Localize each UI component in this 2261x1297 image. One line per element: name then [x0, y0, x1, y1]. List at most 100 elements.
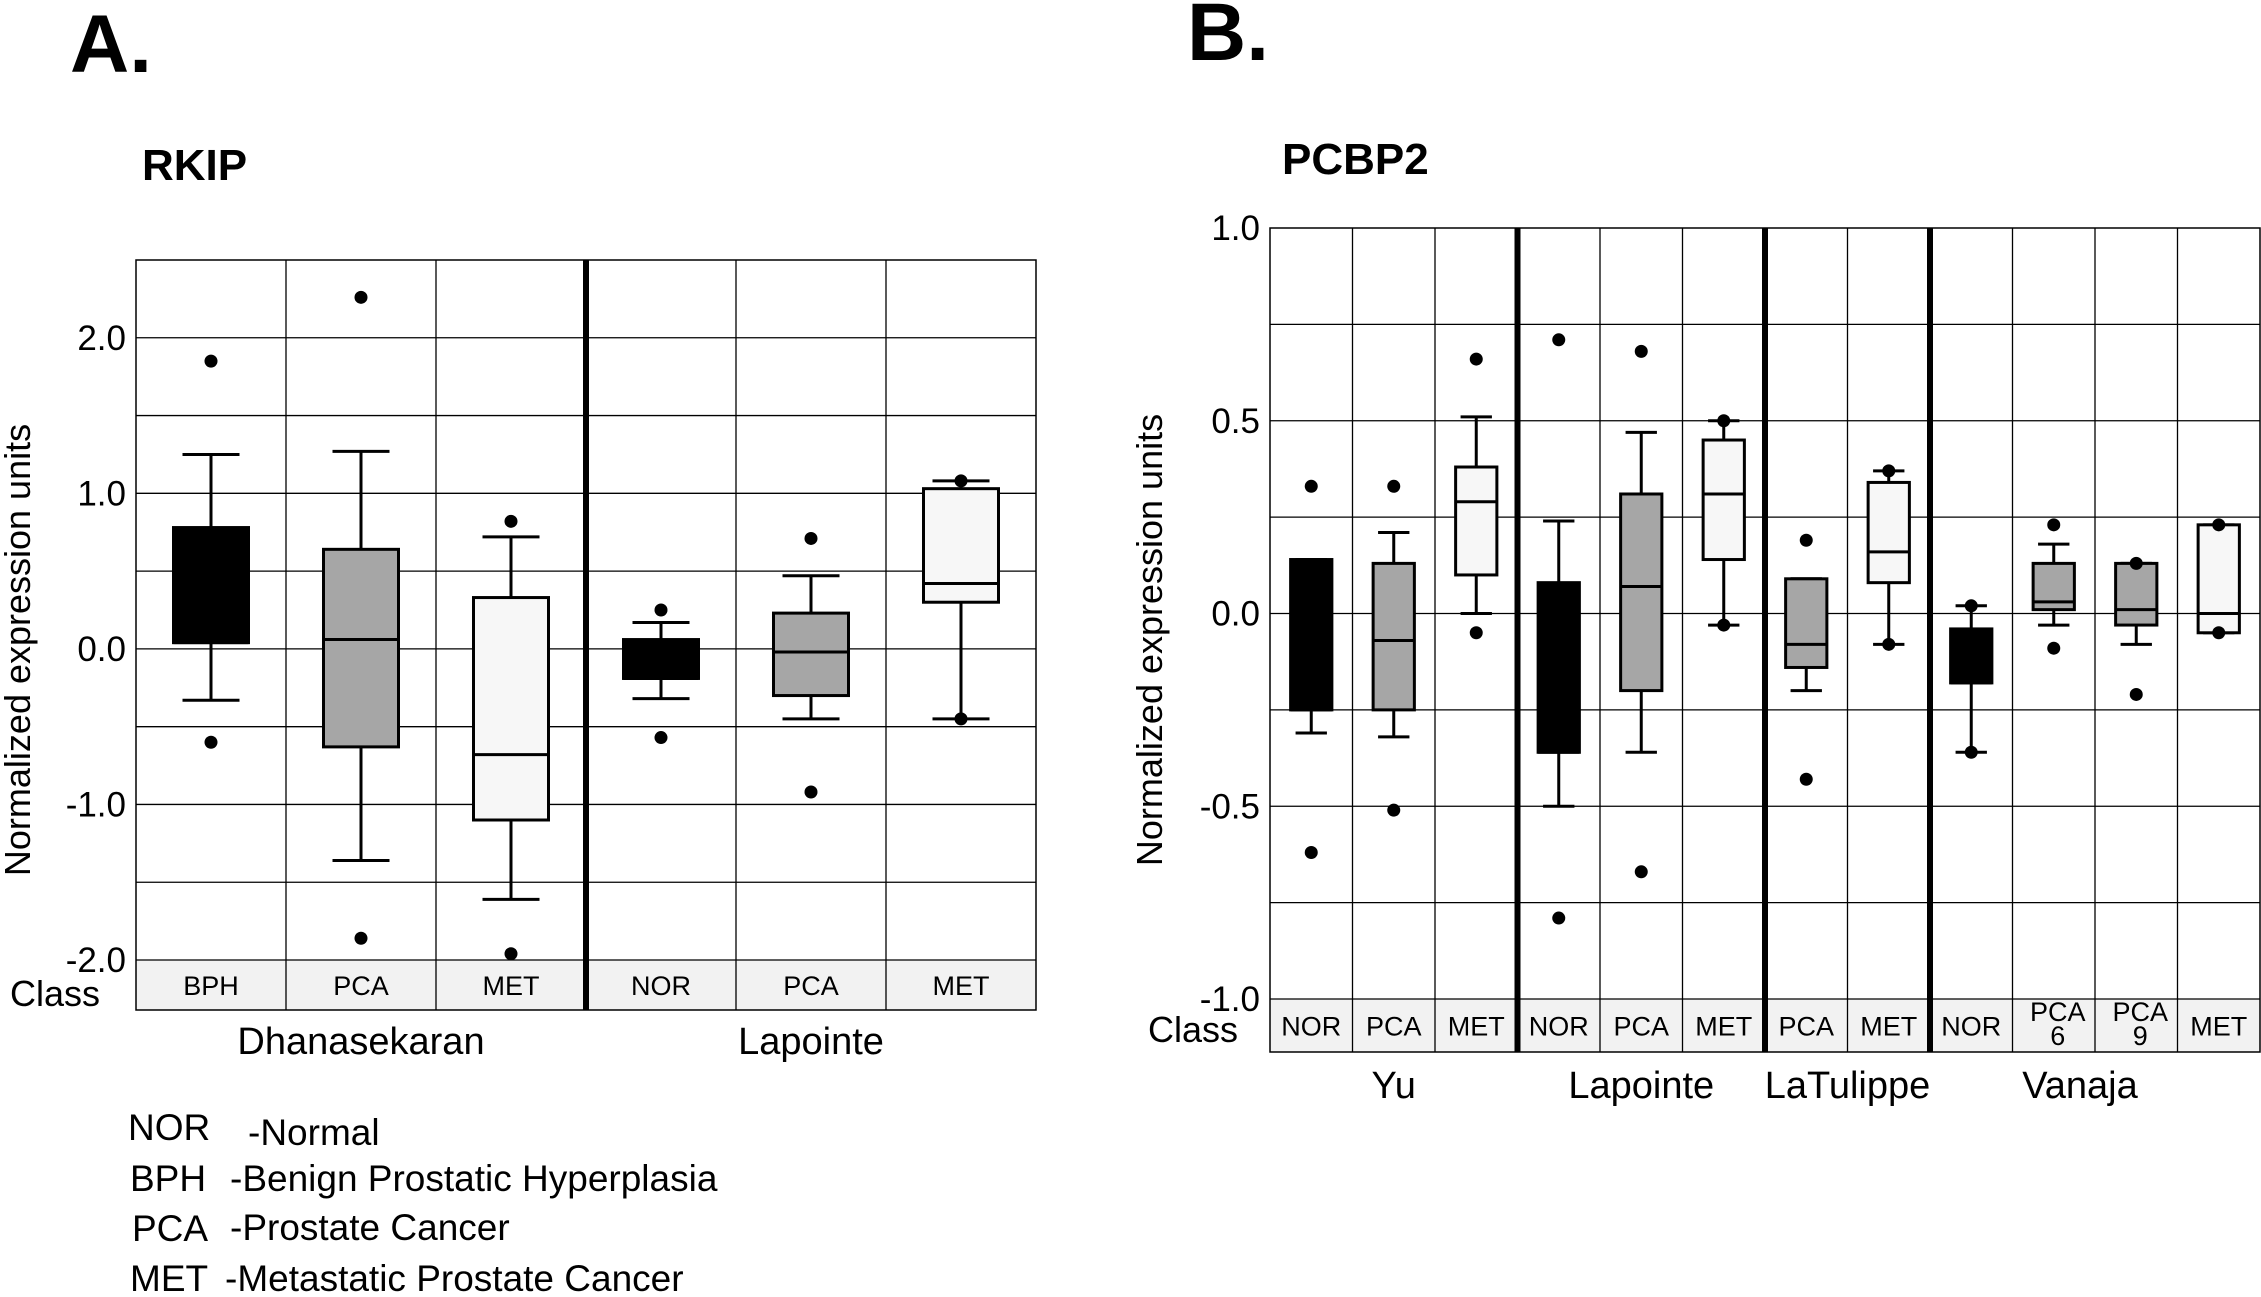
legend: NOR -Normal BPH -Benign Prostatic Hyperp… — [128, 1107, 718, 1297]
legend-desc-nor: -Normal — [248, 1112, 380, 1153]
panel-b-lapointe-nor-box — [1536, 581, 1581, 754]
panel-b-yu-met-outlier-point — [1469, 352, 1483, 366]
panel-b-yu-met-box — [1454, 465, 1499, 577]
panel-a-lapointe-met-category-label: MET — [933, 971, 990, 1001]
panel-b-yu-pca-outlier-point — [1387, 803, 1401, 817]
panel-b-yu-nor-outlier-point — [1304, 846, 1318, 860]
panel-a-dhanasekaran-bph-outlier-point — [204, 735, 218, 749]
panel-b-latulippe-met-category-label: MET — [1860, 1012, 1917, 1042]
panel-b-vanaja-nor-box — [1949, 627, 1994, 685]
panel-b-yu-pca-box — [1371, 561, 1416, 712]
panel-b-lapointe-pca-outlier-point — [1634, 865, 1648, 879]
panel-b-yu-nor-outlier-point — [1304, 479, 1318, 493]
panel-a-dhanasekaran-pca-box — [322, 547, 400, 749]
panel-a-y-tick-label: -1.0 — [66, 785, 126, 824]
panel-b-y-axis-label: Normalized expression units — [1129, 414, 1170, 866]
panel-b-lapointe-met-box — [1701, 438, 1746, 562]
panel-b-vanaja-pca6-outlier-point — [2047, 518, 2061, 532]
panel-a-lapointe-nor-outlier-point — [654, 731, 668, 745]
panel-a-letter: A. — [70, 0, 152, 90]
legend-abbr-pca: PCA — [132, 1208, 208, 1249]
panel-b-yu-met-outlier-point — [1469, 626, 1483, 640]
panel-b-group-label-lapointe: Lapointe — [1568, 1065, 1714, 1107]
panel-b-yu-met-category-label: MET — [1448, 1012, 1505, 1042]
panel-b-lapointe-met-outlier-point — [1717, 618, 1731, 632]
panel-b-frame — [1269, 227, 2261, 1053]
panel-a-lapointe-pca-category-label: PCA — [783, 971, 839, 1001]
panel-a-lapointe-met-outlier-point — [954, 474, 968, 488]
legend-abbr-bph: BPH — [130, 1158, 206, 1199]
panel-a: A. RKIP Normalized expression units Clas… — [0, 0, 1037, 1063]
panel-a-y-tick-label: -2.0 — [66, 941, 126, 980]
panel-b-y-tick-label: -0.5 — [1200, 787, 1260, 826]
panel-b-chart: 1.0 0.5 0.0 -0.5 -1.0 NOR PCA MET NOR PCA MET PCA ME… — [1200, 209, 2261, 1107]
panel-a-y-axis-label: Normalized expression units — [0, 424, 38, 876]
panel-b-lapointe-met-outlier-point — [1717, 414, 1731, 428]
panel-b-letter: B. — [1187, 0, 1269, 78]
panel-a-group-label-lapointe: Lapointe — [738, 1021, 884, 1063]
legend-abbr-nor: NOR — [128, 1107, 210, 1148]
panel-b-y-tick-label: 1.0 — [1211, 209, 1260, 248]
panel-a-lapointe-pca-box — [772, 611, 850, 698]
panel-a-dhanasekaran-pca-category-label: PCA — [333, 971, 389, 1001]
panel-b-vanaja-met-box — [2196, 523, 2241, 635]
panel-b-vanaja-pca6-outlier-point — [2047, 641, 2061, 655]
panel-a-lapointe-pca-outlier-point — [804, 785, 818, 799]
panel-a-lapointe-pca-outlier-point — [804, 531, 818, 545]
panel-b-lapointe-nor-outlier-point — [1552, 911, 1566, 925]
panel-a-dhanasekaran-met-outlier-point — [504, 947, 518, 961]
panel-a-lapointe-nor-box — [622, 638, 700, 680]
panel-b-group-label-vanaja: Vanaja — [2022, 1065, 2138, 1107]
panel-a-dhanasekaran-pca-outlier-point — [354, 290, 368, 304]
panel-b-vanaja-pca9-category-label: PCA — [2112, 997, 2168, 1027]
panel-a-dhanasekaran-bph-category-label: BPH — [183, 971, 239, 1001]
panel-b-vanaja-met-category-label: MET — [2190, 1012, 2247, 1042]
panel-a-chart: 2.0 1.0 0.0 -1.0 -2.0 BPH PCA MET NOR PCA MET Dhana… — [66, 259, 1037, 1063]
panel-b-lapointe-pca-outlier-point — [1634, 344, 1648, 358]
panel-b: B. PCBP2 Normalized expression units Cla… — [1129, 0, 2261, 1107]
legend-desc-bph: -Benign Prostatic Hyperplasia — [230, 1158, 718, 1199]
panel-b-vanaja-pca9-box — [2114, 561, 2159, 627]
panel-a-lapointe-nor-outlier-point — [654, 603, 668, 617]
panel-b-yu-nor-box — [1289, 558, 1334, 712]
panel-a-y-tick-label: 1.0 — [77, 474, 126, 513]
panel-a-lapointe-nor-category-label: NOR — [631, 971, 691, 1001]
panel-b-lapointe-pca-box — [1619, 492, 1664, 693]
panel-b-vanaja-pca6-category-label: PCA — [2030, 997, 2086, 1027]
panel-a-dhanasekaran-met-outlier-point — [504, 514, 518, 528]
panel-b-lapointe-pca-category-label: PCA — [1613, 1012, 1669, 1042]
panel-b-vanaja-met-outlier-point — [2212, 626, 2226, 640]
panel-b-yu-pca-category-label: PCA — [1366, 1012, 1422, 1042]
panel-a-class-label: Class — [10, 973, 100, 1014]
panel-b-group-label-yu: Yu — [1372, 1065, 1416, 1107]
panel-b-latulippe-pca-category-label: PCA — [1778, 1012, 1834, 1042]
panel-a-group-label-dhanasekaran: Dhanasekaran — [237, 1021, 484, 1063]
panel-a-dhanasekaran-bph-outlier-point — [204, 354, 218, 368]
panel-a-lapointe-met-outlier-point — [954, 712, 968, 726]
panel-a-y-tick-label: 2.0 — [77, 319, 126, 358]
panel-b-latulippe-pca-outlier-point — [1799, 772, 1813, 786]
panel-b-latulippe-met-box — [1866, 480, 1911, 585]
panel-a-dhanasekaran-bph-box — [172, 526, 250, 645]
panel-b-vanaja-pca6-category-label: 6 — [2050, 1021, 2065, 1051]
panel-a-dhanasekaran-met-category-label: MET — [483, 971, 540, 1001]
legend-desc-met: -Metastatic Prostate Cancer — [225, 1258, 684, 1297]
panel-b-vanaja-met-outlier-point — [2212, 518, 2226, 532]
panel-b-group-label-latulippe: LaTulippe — [1765, 1065, 1931, 1107]
panel-b-yu-pca-outlier-point — [1387, 479, 1401, 493]
panel-b-lapointe-nor-outlier-point — [1552, 333, 1566, 347]
panel-b-yu-nor-category-label: NOR — [1281, 1012, 1341, 1042]
panel-b-title: PCBP2 — [1282, 135, 1429, 184]
panel-b-latulippe-pca-box — [1784, 577, 1829, 669]
panel-b-vanaja-pca9-outlier-point — [2129, 687, 2143, 701]
panel-a-frame — [135, 259, 1037, 1011]
panel-b-vanaja-nor-outlier-point — [1964, 745, 1978, 759]
legend-abbr-met: MET — [130, 1258, 208, 1297]
panel-b-y-tick-label: -1.0 — [1200, 980, 1260, 1019]
panel-b-latulippe-met-outlier-point — [1882, 637, 1896, 651]
legend-desc-pca: -Prostate Cancer — [230, 1207, 510, 1248]
panel-b-y-tick-label: 0.5 — [1211, 402, 1260, 441]
panel-a-lapointe-met-box — [922, 487, 1000, 604]
panel-b-latulippe-pca-outlier-point — [1799, 533, 1813, 547]
